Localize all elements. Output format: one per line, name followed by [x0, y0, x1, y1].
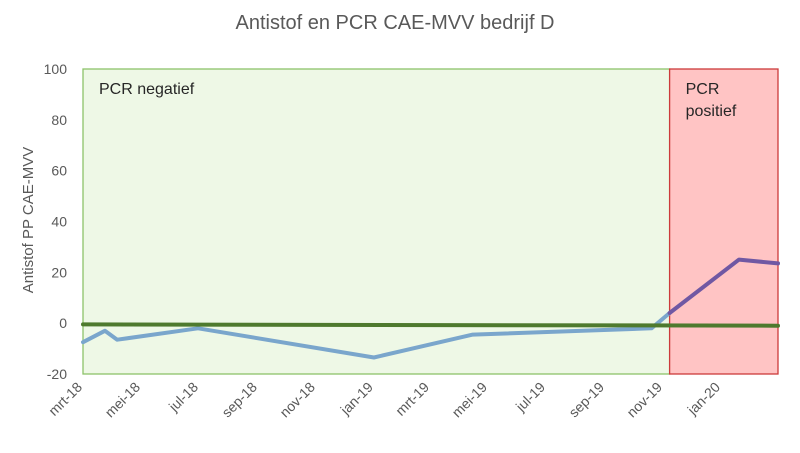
x-tick-label: jan-20 [684, 379, 724, 419]
y-tick-label: 40 [51, 214, 67, 230]
pcr-region-label: PCR negatief [99, 81, 195, 98]
series-line [81, 322, 780, 328]
x-tick-label: jul-19 [512, 379, 548, 415]
x-tick-label: mei-19 [449, 379, 491, 421]
y-axis-label: Antistof PP CAE-MVV [20, 147, 37, 293]
x-tick-label: jul-18 [165, 379, 201, 415]
x-axis-ticks: mrt-18 mei-18 jul-18 sep-18 nov-18 jan-19 mrt-… [45, 379, 723, 421]
x-tick-label: nov-18 [276, 379, 318, 421]
x-tick-label: mrt-19 [392, 379, 432, 419]
x-tick-label: sep-19 [565, 379, 607, 421]
x-tick-label: sep-18 [218, 379, 260, 421]
pcr-region [668, 68, 779, 375]
pcr-region-label: PCR positief [686, 81, 737, 120]
y-tick-label: 100 [44, 61, 68, 77]
y-tick-label: 0 [59, 315, 67, 331]
x-tick-label: mei-18 [102, 379, 144, 421]
y-tick-label: 20 [51, 264, 67, 280]
y-tick-label: -20 [47, 366, 67, 382]
y-axis-ticks: -20 0 20 40 60 80 100 [44, 61, 68, 382]
x-tick-label: mrt-18 [45, 379, 85, 419]
y-tick-label: 60 [51, 163, 67, 179]
y-tick-label: 80 [51, 112, 67, 128]
pcr-region [82, 68, 671, 375]
series-line [81, 311, 672, 360]
x-tick-label: nov-19 [623, 379, 665, 421]
x-tick-label: jan-19 [337, 379, 377, 419]
data-series [81, 257, 780, 360]
chart-title: Antistof en PCR CAE-MVV bedrijf D [236, 12, 555, 34]
series-line [667, 257, 780, 315]
